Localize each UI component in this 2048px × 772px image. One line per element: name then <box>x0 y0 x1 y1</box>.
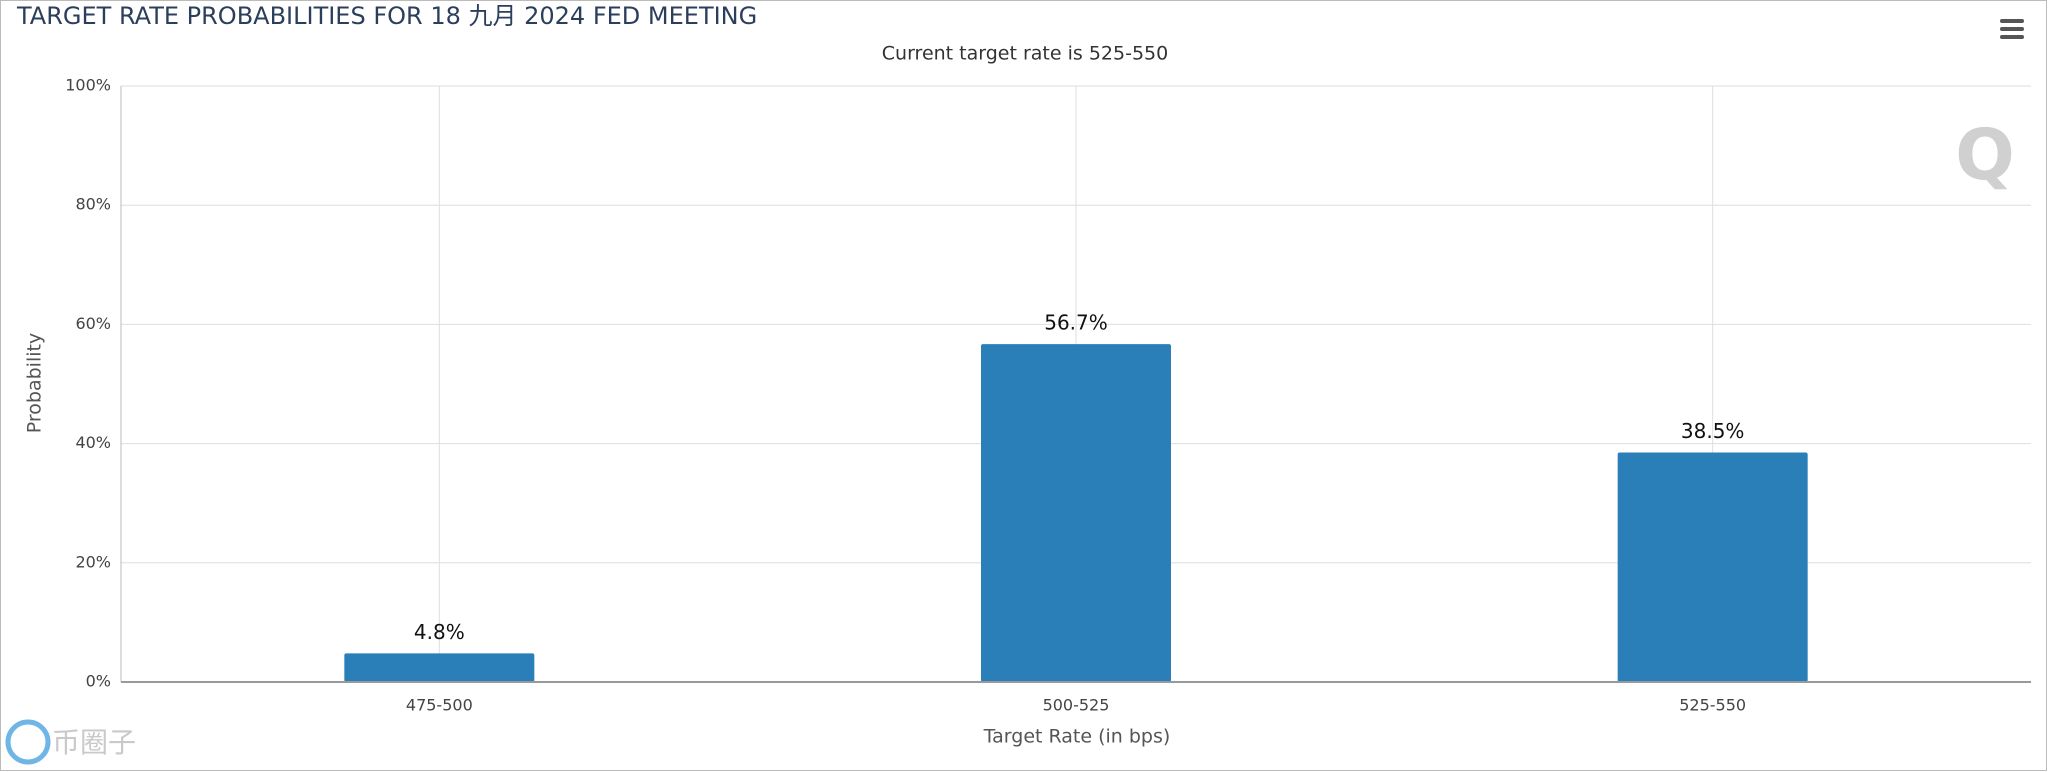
y-tick-label: 100% <box>65 76 111 95</box>
chart-title: TARGET RATE PROBABILITIES FOR 18 九月 2024… <box>16 2 757 30</box>
logo-mark: Q <box>1955 114 2015 196</box>
menu-bar <box>2000 27 2024 31</box>
watermark-logo <box>5 719 51 765</box>
y-tick-label: 0% <box>86 672 111 691</box>
data-label: 38.5% <box>1681 419 1745 443</box>
watermark: 币圈子 <box>52 726 136 759</box>
data-label: 56.7% <box>1044 311 1108 335</box>
bar <box>981 344 1171 682</box>
x-axis-label: Target Rate (in bps) <box>983 726 1171 748</box>
bar <box>344 653 535 682</box>
x-tick-label: 475-500 <box>406 696 473 715</box>
menu-button[interactable] <box>2000 19 2024 39</box>
menu-bar <box>2000 19 2024 23</box>
y-axis-label: Probability <box>24 333 46 433</box>
y-tick-label: 20% <box>75 552 111 571</box>
data-label: 4.8% <box>414 620 465 644</box>
x-tick-label: 525-550 <box>1679 696 1746 715</box>
y-tick-label: 40% <box>75 433 111 452</box>
x-tick-label: 500-525 <box>1043 696 1110 715</box>
chart-subtitle: Current target rate is 525-550 <box>882 43 1168 65</box>
menu-bar <box>2000 35 2024 39</box>
y-tick-label: 80% <box>75 195 111 214</box>
bar <box>1617 452 1808 682</box>
y-tick-label: 60% <box>75 314 111 333</box>
